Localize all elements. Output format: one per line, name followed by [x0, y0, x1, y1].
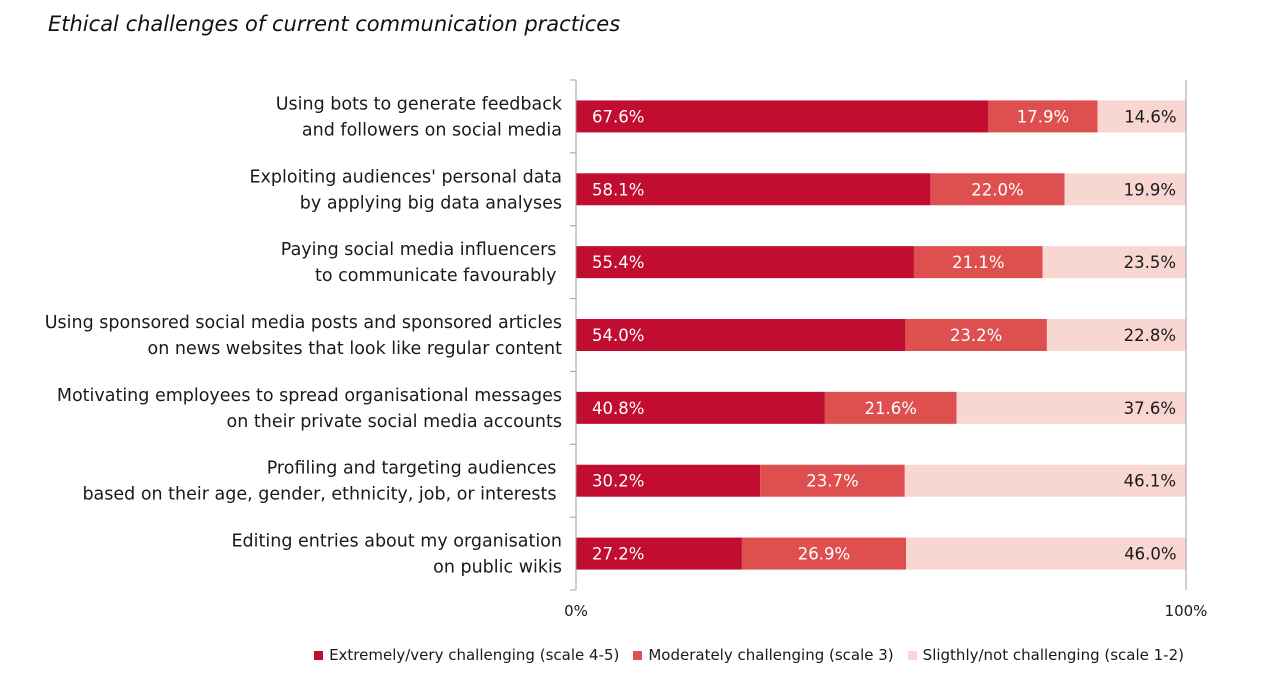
category-label: Using sponsored social media posts and s…	[45, 313, 562, 333]
data-label: 22.8%	[1124, 326, 1176, 345]
data-label: 54.0%	[592, 326, 644, 345]
data-label: 55.4%	[592, 253, 644, 272]
legend-item-slightly: Sligthly/not challenging (scale 1-2)	[907, 646, 1184, 664]
bar-segment	[1097, 100, 1187, 133]
bar-segment	[741, 537, 907, 570]
data-label: 19.9%	[1124, 180, 1176, 199]
data-label: 46.1%	[1124, 472, 1176, 491]
data-label: 67.6%	[592, 107, 644, 126]
bar-segment	[906, 537, 1187, 570]
legend-label-moderately: Moderately challenging (scale 3)	[648, 646, 894, 664]
bar-segment	[905, 319, 1047, 351]
bar-segment	[576, 464, 761, 497]
legend-swatch-moderately	[633, 650, 643, 660]
category-label: by applying big data analyses	[300, 193, 562, 213]
data-label: 23.5%	[1124, 253, 1176, 272]
bar-segment	[904, 464, 1186, 497]
bar-segment	[1064, 173, 1186, 206]
bar-segment	[760, 464, 905, 497]
legend-swatch-slightly	[907, 650, 917, 660]
data-label: 40.8%	[592, 399, 644, 418]
category-label: on public wikis	[433, 558, 562, 578]
category-label: Profiling and targeting audiences	[267, 459, 562, 479]
data-label: 21.1%	[952, 253, 1004, 272]
bar-segment	[576, 246, 914, 279]
bar-segment	[930, 173, 1065, 206]
category-label: on their private social media accounts	[227, 412, 563, 432]
data-label: 30.2%	[592, 472, 644, 491]
data-label: 46.0%	[1124, 545, 1176, 564]
chart-legend: Extremely/very challenging (scale 4-5) M…	[300, 646, 1184, 664]
bar-segment	[576, 319, 906, 351]
data-label: 14.6%	[1124, 107, 1176, 126]
category-label: and followers on social media	[302, 120, 562, 140]
data-label: 26.9%	[798, 545, 850, 564]
bar-segment	[576, 173, 931, 206]
bar-segment	[576, 391, 825, 424]
bar-segment	[576, 100, 989, 133]
bar-segment	[956, 391, 1186, 424]
chart-title: Ethical challenges of current communicat…	[48, 12, 621, 36]
data-label: 37.6%	[1124, 399, 1176, 418]
data-label: 58.1%	[592, 180, 644, 199]
x-tick-label: 100%	[1165, 602, 1208, 620]
bar-segment	[1046, 319, 1186, 351]
bar-segment	[913, 246, 1043, 279]
bar-segment	[824, 391, 957, 424]
category-label: Editing entries about my organisation	[231, 532, 562, 552]
legend-item-moderately: Moderately challenging (scale 3)	[633, 646, 894, 664]
category-label: Using bots to generate feedback	[276, 94, 563, 114]
data-label: 22.0%	[971, 180, 1023, 199]
data-label: 17.9%	[1017, 107, 1069, 126]
category-label: to communicate favourably	[315, 266, 562, 286]
legend-label-slightly: Sligthly/not challenging (scale 1-2)	[922, 646, 1184, 664]
category-label: Exploiting audiences' personal data	[249, 167, 562, 187]
bar-segment	[1042, 246, 1186, 279]
category-label: on news websites that look like regular …	[148, 339, 563, 359]
legend-label-extremely: Extremely/very challenging (scale 4-5)	[329, 646, 620, 664]
category-label: Motivating employees to spread organisat…	[57, 386, 562, 406]
bar-segment	[988, 100, 1098, 133]
category-label: based on their age, gender, ethnicity, j…	[82, 485, 562, 505]
data-label: 21.6%	[865, 399, 917, 418]
legend-item-extremely: Extremely/very challenging (scale 4-5)	[314, 646, 619, 664]
data-label: 27.2%	[592, 545, 644, 564]
data-label: 23.7%	[806, 472, 858, 491]
data-label: 23.2%	[950, 326, 1002, 345]
bar-segment	[576, 537, 742, 570]
legend-swatch-extremely	[314, 650, 324, 660]
category-label: Paying social media influencers	[281, 240, 562, 260]
x-tick-label: 0%	[564, 602, 588, 620]
